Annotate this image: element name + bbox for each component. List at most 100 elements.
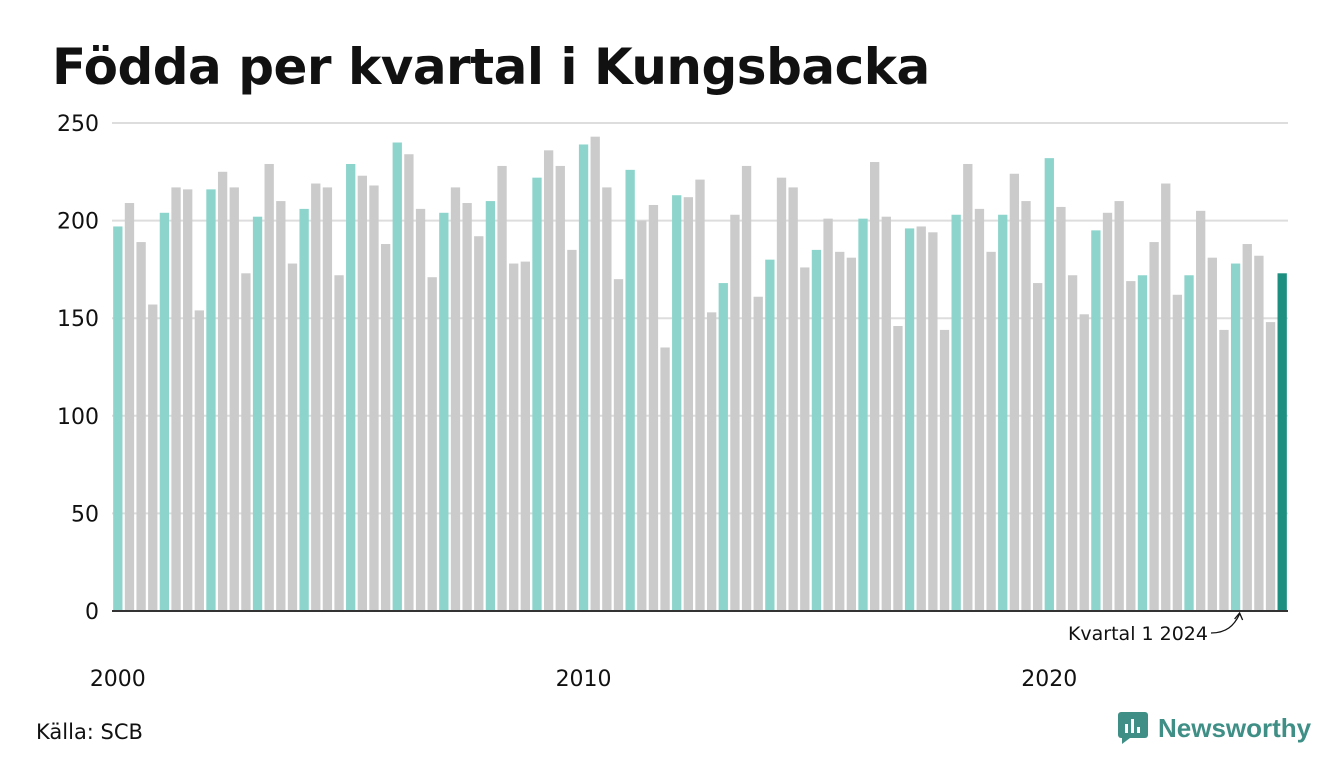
bar-2008-q3 <box>509 263 519 611</box>
bar-2005-q1 <box>346 163 356 611</box>
bar-2003-q1 <box>252 216 263 612</box>
bar-2019-q2 <box>1009 173 1020 611</box>
y-tick-label: 250 <box>57 112 99 137</box>
y-tick-label: 50 <box>71 502 99 527</box>
bar-2022-q2 <box>1149 242 1159 611</box>
bar-2008-q2 <box>497 165 507 611</box>
bar-2010-q2 <box>590 136 600 611</box>
bar-2021-q1 <box>1091 230 1101 612</box>
source-label: Källa: SCB <box>36 720 143 744</box>
bar-2012-q3 <box>695 179 705 611</box>
bar-2003-q3 <box>276 201 286 611</box>
bar-2020-q2 <box>1056 206 1066 611</box>
bar-2024-q1 <box>1230 263 1241 611</box>
newsworthy-logo-icon <box>1118 712 1148 744</box>
bar-2021-q3 <box>1114 201 1124 611</box>
bar-2020-q4 <box>1079 314 1089 611</box>
bar-2024-q3 <box>1254 255 1264 611</box>
bar-2010-q3 <box>602 187 612 611</box>
bar-2008-q4 <box>520 261 531 611</box>
bar-2014-q2 <box>776 177 787 611</box>
bar-2022-q3 <box>1161 183 1171 611</box>
bar-2009-q1 <box>532 177 542 611</box>
bar-2005-q2 <box>357 175 367 612</box>
bar-2013-q1 <box>718 283 728 611</box>
bar-2011-q3 <box>648 204 659 611</box>
bar-2004-q1 <box>299 208 309 611</box>
bar-2002-q3 <box>229 187 239 611</box>
bar-2016-q1 <box>858 218 868 611</box>
annotation-arrowhead <box>1234 611 1244 621</box>
bar-2015-q4 <box>846 257 857 611</box>
bar-2023-q3 <box>1207 257 1217 611</box>
bar-2017-q1 <box>904 228 915 611</box>
bar-2024-q2 <box>1242 244 1252 612</box>
x-tick-label: 2000 <box>90 667 146 692</box>
bar-2023-q2 <box>1196 210 1206 611</box>
bar-2019-q3 <box>1021 201 1031 611</box>
bar-2006-q3 <box>415 208 426 611</box>
bar-2006-q1 <box>392 142 402 611</box>
bar-2020-q1 <box>1044 158 1054 612</box>
bar-2002-q4 <box>241 273 251 611</box>
bar-2022-q1 <box>1137 275 1148 611</box>
bar-2014-q4 <box>800 267 810 611</box>
bar-2009-q4 <box>567 249 577 611</box>
bar-2007-q1 <box>439 212 449 612</box>
bar-2017-q2 <box>916 226 926 611</box>
bar-2011-q2 <box>637 220 647 611</box>
bar-2018-q3 <box>974 208 985 611</box>
bar-2001-q2 <box>171 187 181 611</box>
bar-2023-q1 <box>1184 275 1194 611</box>
bar-2008-q1 <box>485 201 496 611</box>
bar-2001-q4 <box>194 310 204 611</box>
bar-2000-q1 <box>113 226 123 611</box>
bar-2007-q2 <box>450 187 461 611</box>
bar-2013-q3 <box>741 165 752 611</box>
bar-2019-q4 <box>1033 283 1043 611</box>
bar-2021-q4 <box>1126 281 1136 611</box>
bar-2014-q3 <box>788 187 798 611</box>
bar-2025-q1 <box>1277 273 1287 611</box>
chart-title: Födda per kvartal i Kungsbacka <box>52 38 930 96</box>
bar-2015-q3 <box>835 251 845 611</box>
bar-2007-q3 <box>462 203 472 612</box>
bar-2013-q2 <box>730 214 740 611</box>
bar-2011-q4 <box>660 347 670 611</box>
bar-2017-q3 <box>928 232 938 611</box>
bar-2000-q2 <box>124 203 135 612</box>
bar-2010-q4 <box>613 279 624 611</box>
bar-2016-q2 <box>869 162 880 612</box>
bar-2009-q2 <box>543 150 554 611</box>
bar-2016-q4 <box>893 326 903 611</box>
bar-2023-q4 <box>1219 329 1229 611</box>
y-tick-label: 150 <box>57 307 99 332</box>
bar-2002-q2 <box>217 171 228 612</box>
bar-2004-q3 <box>322 187 333 611</box>
bar-2004-q2 <box>311 183 321 611</box>
bar-2005-q3 <box>369 185 379 612</box>
bar-2018-q4 <box>986 251 996 611</box>
bar-2001-q1 <box>159 212 170 612</box>
bar-2004-q4 <box>334 275 344 611</box>
x-tick-label: 2020 <box>1021 667 1077 692</box>
bar-2019-q1 <box>998 214 1008 611</box>
bar-2000-q4 <box>148 304 158 611</box>
annotation-arrow <box>1210 613 1241 634</box>
y-tick-label: 200 <box>57 210 99 235</box>
bar-2009-q3 <box>555 165 565 611</box>
bar-2002-q1 <box>206 189 216 612</box>
bar-2016-q3 <box>881 216 891 612</box>
bar-2001-q3 <box>183 189 193 612</box>
bar-2022-q4 <box>1172 294 1183 611</box>
x-tick-label: 2010 <box>556 667 612 692</box>
bar-2021-q2 <box>1102 212 1113 612</box>
bar-2005-q4 <box>380 244 391 612</box>
bar-2015-q1 <box>811 249 822 611</box>
brand-name: Newsworthy <box>1158 712 1312 743</box>
bar-2007-q4 <box>474 236 484 611</box>
y-tick-label: 100 <box>57 405 99 430</box>
bar-2000-q3 <box>136 242 146 611</box>
bar-2018-q2 <box>963 163 973 611</box>
